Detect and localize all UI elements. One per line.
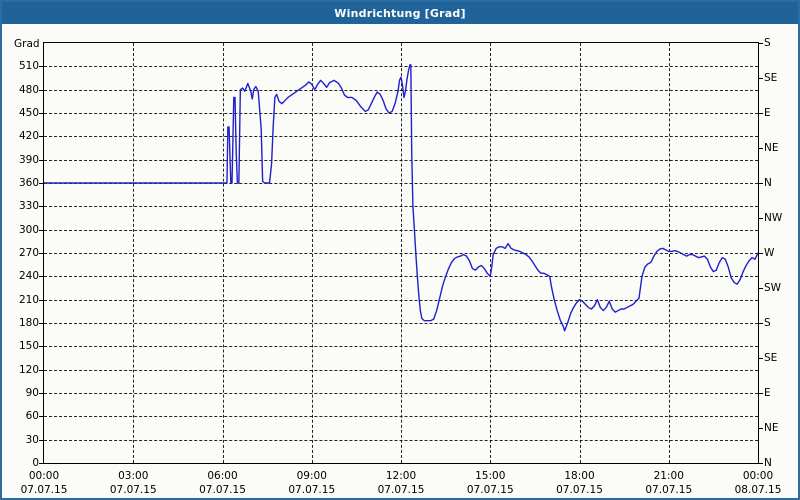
y-tick-label-left: 270: [18, 247, 39, 259]
y-tick-right: [758, 393, 763, 394]
y-tick-right: [758, 78, 763, 79]
y-tick-right: [758, 288, 763, 289]
y-tick-label-right: N: [764, 457, 772, 469]
y-tick-right: [758, 183, 763, 184]
y-tick-label-left: 0: [32, 457, 39, 469]
x-tick-date-label: 07.07.15: [288, 484, 336, 496]
y-tick-left: [39, 393, 44, 394]
y-tick-label-left: 210: [18, 293, 39, 306]
x-axis-labels: 00:00 07.07.15 03:00 07.07.15 06:00 07.07.15 0…: [2, 24, 798, 498]
y-tick-left: [39, 299, 44, 301]
y-tick-left: [39, 113, 44, 114]
y-tick-label-right: S: [764, 37, 771, 49]
x-tick-time-label: 06:00: [207, 470, 238, 482]
y-tick-left: [39, 463, 44, 464]
x-tick-time-label: 00:00: [742, 470, 774, 482]
y-tick-left: [39, 439, 44, 441]
x-tick-time-label: 15:00: [475, 470, 506, 482]
gridline-v: [579, 43, 581, 463]
y-tick-left: [39, 159, 44, 161]
y-tick-right: [758, 323, 763, 324]
gridline-v: [668, 43, 670, 463]
plot-area: [43, 42, 759, 464]
y-tick-right: [758, 463, 763, 464]
gridline-v: [311, 43, 313, 463]
x-tick-time-label: 12:00: [385, 470, 417, 482]
y-tick-label-left: 330: [18, 200, 39, 213]
y-tick-label-left: 480: [18, 83, 39, 96]
y-tick-label-right: NE: [764, 142, 779, 154]
y-tick-left: [39, 253, 44, 254]
y-tick-right: [758, 113, 763, 114]
y-tick-label-left: 90: [25, 387, 39, 399]
y-axis-right-labels: S SE E NE N NW W SW S SE E NE N: [764, 24, 798, 498]
x-tick-date-label: 08.07.15: [734, 484, 782, 496]
window-title: Windrichtung [Grad]: [334, 6, 466, 20]
y-tick-left: [39, 323, 44, 324]
y-tick-left: [39, 416, 44, 418]
y-axis-unit-label: Grad: [14, 38, 40, 50]
y-tick-right: [758, 148, 763, 149]
y-tick-left: [39, 229, 44, 231]
x-tick-date-label: 07.07.15: [109, 484, 157, 496]
y-tick-label-left: 360: [18, 177, 39, 189]
y-tick-left: [39, 136, 44, 138]
y-tick-label-right: E: [764, 387, 771, 399]
y-tick-label-left: 420: [18, 130, 39, 143]
y-tick-label-right: SE: [764, 352, 778, 364]
y-tick-label-left: 30: [25, 433, 39, 446]
x-tick-time-label: 18:00: [564, 470, 595, 482]
x-tick-date-label: 07.07.15: [199, 484, 246, 496]
y-tick-left: [39, 369, 44, 371]
series-windrichtung: [44, 64, 758, 332]
gridline-v: [133, 43, 135, 463]
y-tick-label-right: S: [764, 317, 771, 329]
y-tick-label-left: 60: [25, 410, 39, 423]
y-tick-label-left: 510: [18, 60, 39, 73]
x-tick-date-label: 07.07.15: [20, 484, 68, 496]
x-tick-time-label: 21:00: [653, 470, 684, 482]
gridline-v: [490, 43, 492, 463]
y-tick-label-left: 390: [18, 153, 39, 166]
y-tick-right: [758, 428, 763, 429]
chart-canvas: Grad 510 480 450 420 390 360 330 300 270 240 210 18…: [2, 24, 798, 498]
y-tick-label-left: 300: [18, 223, 39, 236]
y-tick-label-left: 180: [18, 317, 39, 329]
x-tick-date-label: 07.07.15: [377, 484, 425, 496]
y-tick-right: [758, 43, 763, 44]
x-tick-time-label: 09:00: [296, 470, 327, 482]
y-tick-label-left: 240: [18, 270, 39, 283]
y-tick-right: [758, 253, 763, 254]
x-tick-time-label: 03:00: [118, 470, 149, 482]
y-tick-label-right: SE: [764, 72, 778, 84]
y-tick-label-left: 120: [18, 363, 39, 376]
gridline-v: [222, 43, 224, 463]
y-tick-label-right: W: [764, 247, 775, 259]
y-tick-label-right: NW: [764, 212, 783, 224]
y-tick-label-right: N: [764, 177, 772, 189]
y-tick-left: [39, 206, 44, 208]
y-tick-label-right: E: [764, 107, 771, 119]
y-tick-left: [39, 276, 44, 278]
y-tick-left: [39, 346, 44, 348]
y-tick-right: [758, 358, 763, 359]
y-tick-label-left: 150: [18, 340, 39, 353]
y-tick-right: [758, 218, 763, 219]
y-tick-label-left: 450: [18, 107, 39, 119]
y-tick-label-right: SW: [764, 282, 782, 294]
x-tick-date-label: 07.07.15: [556, 484, 603, 496]
y-tick-left: [39, 66, 44, 68]
y-axis-left-labels: 510 480 450 420 390 360 330 300 270 240 210 180 150 1…: [2, 24, 39, 498]
x-tick-date-label: 07.07.15: [645, 484, 693, 496]
x-tick-date-label: 07.07.15: [466, 484, 514, 496]
x-tick-time-label: 00:00: [28, 470, 60, 482]
y-tick-label-right: NE: [764, 422, 779, 434]
window-title-bar: Windrichtung [Grad]: [2, 2, 798, 24]
y-tick-left: [39, 89, 44, 91]
gridline-v: [401, 43, 402, 463]
y-tick-left: [39, 183, 44, 184]
